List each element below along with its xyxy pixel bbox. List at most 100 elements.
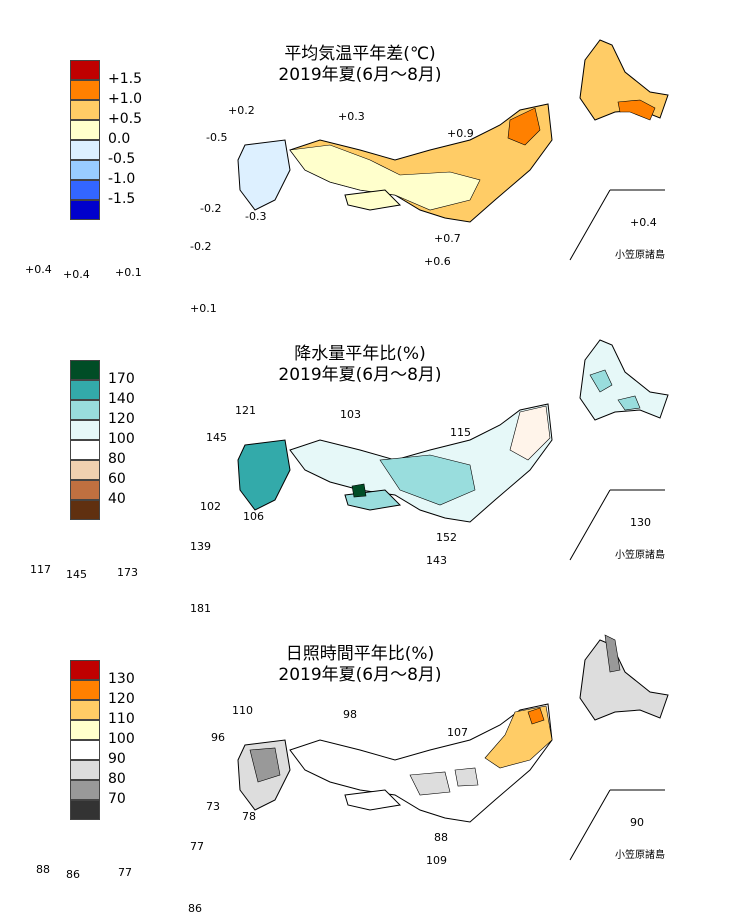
- station-value: 102: [200, 500, 221, 513]
- station-value: 77: [190, 840, 204, 853]
- japan-map: [237, 634, 669, 861]
- legend-swatch: [70, 680, 100, 700]
- hokkaido-shape: [579, 639, 669, 721]
- panel-precipitation: 降水量平年比(%) 2019年夏(6月～8月) 170 140 120 100 …: [0, 300, 750, 615]
- legend-swatch: [70, 360, 100, 380]
- station-value: 88: [434, 831, 448, 844]
- period-text: 2019年夏(6月～8月): [278, 365, 442, 385]
- legend-swatch: [70, 60, 100, 80]
- legend-swatch: [70, 100, 100, 120]
- tohoku-dry-area: [509, 405, 551, 461]
- ogasawara-label: 小笠原諸島: [615, 550, 665, 561]
- hokkaido-wet-area: [589, 369, 641, 411]
- station-value: +0.4: [63, 268, 90, 281]
- station-value: 86: [188, 902, 202, 915]
- legend: 170 140 120 100 80 60 40: [70, 360, 135, 520]
- station-value: +0.6: [424, 255, 451, 268]
- station-value: 173: [117, 566, 138, 579]
- station-value: +0.2: [228, 104, 255, 117]
- legend-swatch: [70, 780, 100, 800]
- title-text: 平均気温平年差(℃): [284, 44, 436, 64]
- japan-map: [237, 39, 669, 261]
- legend-swatch: [70, 660, 100, 680]
- map-title: 平均気温平年差(℃) 2019年夏(6月～8月): [250, 44, 470, 86]
- station-value: 181: [190, 602, 211, 615]
- legend-swatch: [70, 420, 100, 440]
- legend-label: 120: [108, 691, 135, 707]
- legend-swatch: [70, 120, 100, 140]
- hokkaido-warm-area: [617, 99, 656, 121]
- panel-temperature: 平均気温平年差(℃) 2019年夏(6月～8月) +1.5 +1.0 +0.5 …: [0, 0, 750, 315]
- station-value: 109: [426, 854, 447, 867]
- station-value: +0.1: [190, 302, 217, 315]
- station-value: 110: [232, 704, 253, 717]
- legend-label: -1.5: [108, 191, 136, 207]
- panel-sunshine: 日照時間平年比(%) 2019年夏(6月～8月) 130 120 110 100…: [0, 600, 750, 915]
- station-value: 143: [426, 554, 447, 567]
- japan-map: [237, 339, 669, 561]
- station-value: 130: [630, 516, 651, 529]
- hokkaido-shape: [579, 339, 669, 421]
- legend-label: 90: [108, 751, 126, 767]
- title-text: 日照時間平年比(%): [285, 644, 435, 664]
- legend-label: 120: [108, 411, 135, 427]
- legend-swatch: [70, 80, 100, 100]
- station-value: 103: [340, 408, 361, 421]
- station-value: 106: [243, 510, 264, 523]
- kyushu-shape: [237, 139, 291, 211]
- station-value: 117: [30, 563, 51, 576]
- station-value: 98: [343, 708, 357, 721]
- legend-swatch: [70, 700, 100, 720]
- station-value: 115: [450, 426, 471, 439]
- legend-swatch: [70, 500, 100, 520]
- station-value: 139: [190, 540, 211, 553]
- ogasawara-label: 小笠原諸島: [615, 850, 665, 861]
- station-value: 88: [36, 863, 50, 876]
- station-value: 107: [447, 726, 468, 739]
- legend: 130 120 110 100 90 80 70: [70, 660, 135, 820]
- station-value: -0.3: [245, 210, 267, 223]
- legend-swatch: [70, 140, 100, 160]
- shikoku-shape: [344, 189, 402, 211]
- central-dull-area: [409, 767, 479, 796]
- legend-swatch: [70, 440, 100, 460]
- period-text: 2019年夏(6月～8月): [278, 665, 442, 685]
- period-text: 2019年夏(6月～8月): [278, 65, 442, 85]
- honshu-light-area: [289, 144, 481, 211]
- honshu-shape: [289, 703, 553, 823]
- station-value: 77: [118, 866, 132, 879]
- legend-swatch: [70, 380, 100, 400]
- legend-label: 80: [108, 771, 126, 787]
- tohoku-warm-area: [507, 107, 541, 146]
- legend-label: +1.0: [108, 91, 142, 107]
- legend-label: 70: [108, 791, 126, 807]
- station-value: +0.4: [25, 263, 52, 276]
- legend-label: 100: [108, 431, 135, 447]
- station-value: +0.7: [434, 232, 461, 245]
- ogasawara-label: 小笠原諸島: [615, 250, 665, 261]
- map-title: 降水量平年比(%) 2019年夏(6月～8月): [250, 344, 470, 386]
- station-value: 152: [436, 531, 457, 544]
- station-value: 73: [206, 800, 220, 813]
- legend-label: 40: [108, 491, 126, 507]
- legend-label: 110: [108, 711, 135, 727]
- outline-lower-left: [569, 189, 665, 261]
- legend-swatch: [70, 480, 100, 500]
- legend-label: -0.5: [108, 151, 136, 167]
- station-value: +0.3: [338, 110, 365, 123]
- legend: +1.5 +1.0 +0.5 0.0 -0.5 -1.0 -1.5: [70, 60, 142, 220]
- legend-label: 170: [108, 371, 135, 387]
- station-value: +0.9: [447, 127, 474, 140]
- legend-label: 0.0: [108, 131, 131, 147]
- station-value: 96: [211, 731, 225, 744]
- kyushu-dark-area: [249, 747, 281, 783]
- legend-label: 140: [108, 391, 135, 407]
- legend-label: 130: [108, 671, 135, 687]
- station-value: 121: [235, 404, 256, 417]
- central-wet-area: [379, 454, 476, 506]
- station-value: +0.1: [115, 266, 142, 279]
- legend-label: +1.5: [108, 71, 142, 87]
- station-value: 78: [242, 810, 256, 823]
- legend-label: +0.5: [108, 111, 142, 127]
- legend-swatch: [70, 740, 100, 760]
